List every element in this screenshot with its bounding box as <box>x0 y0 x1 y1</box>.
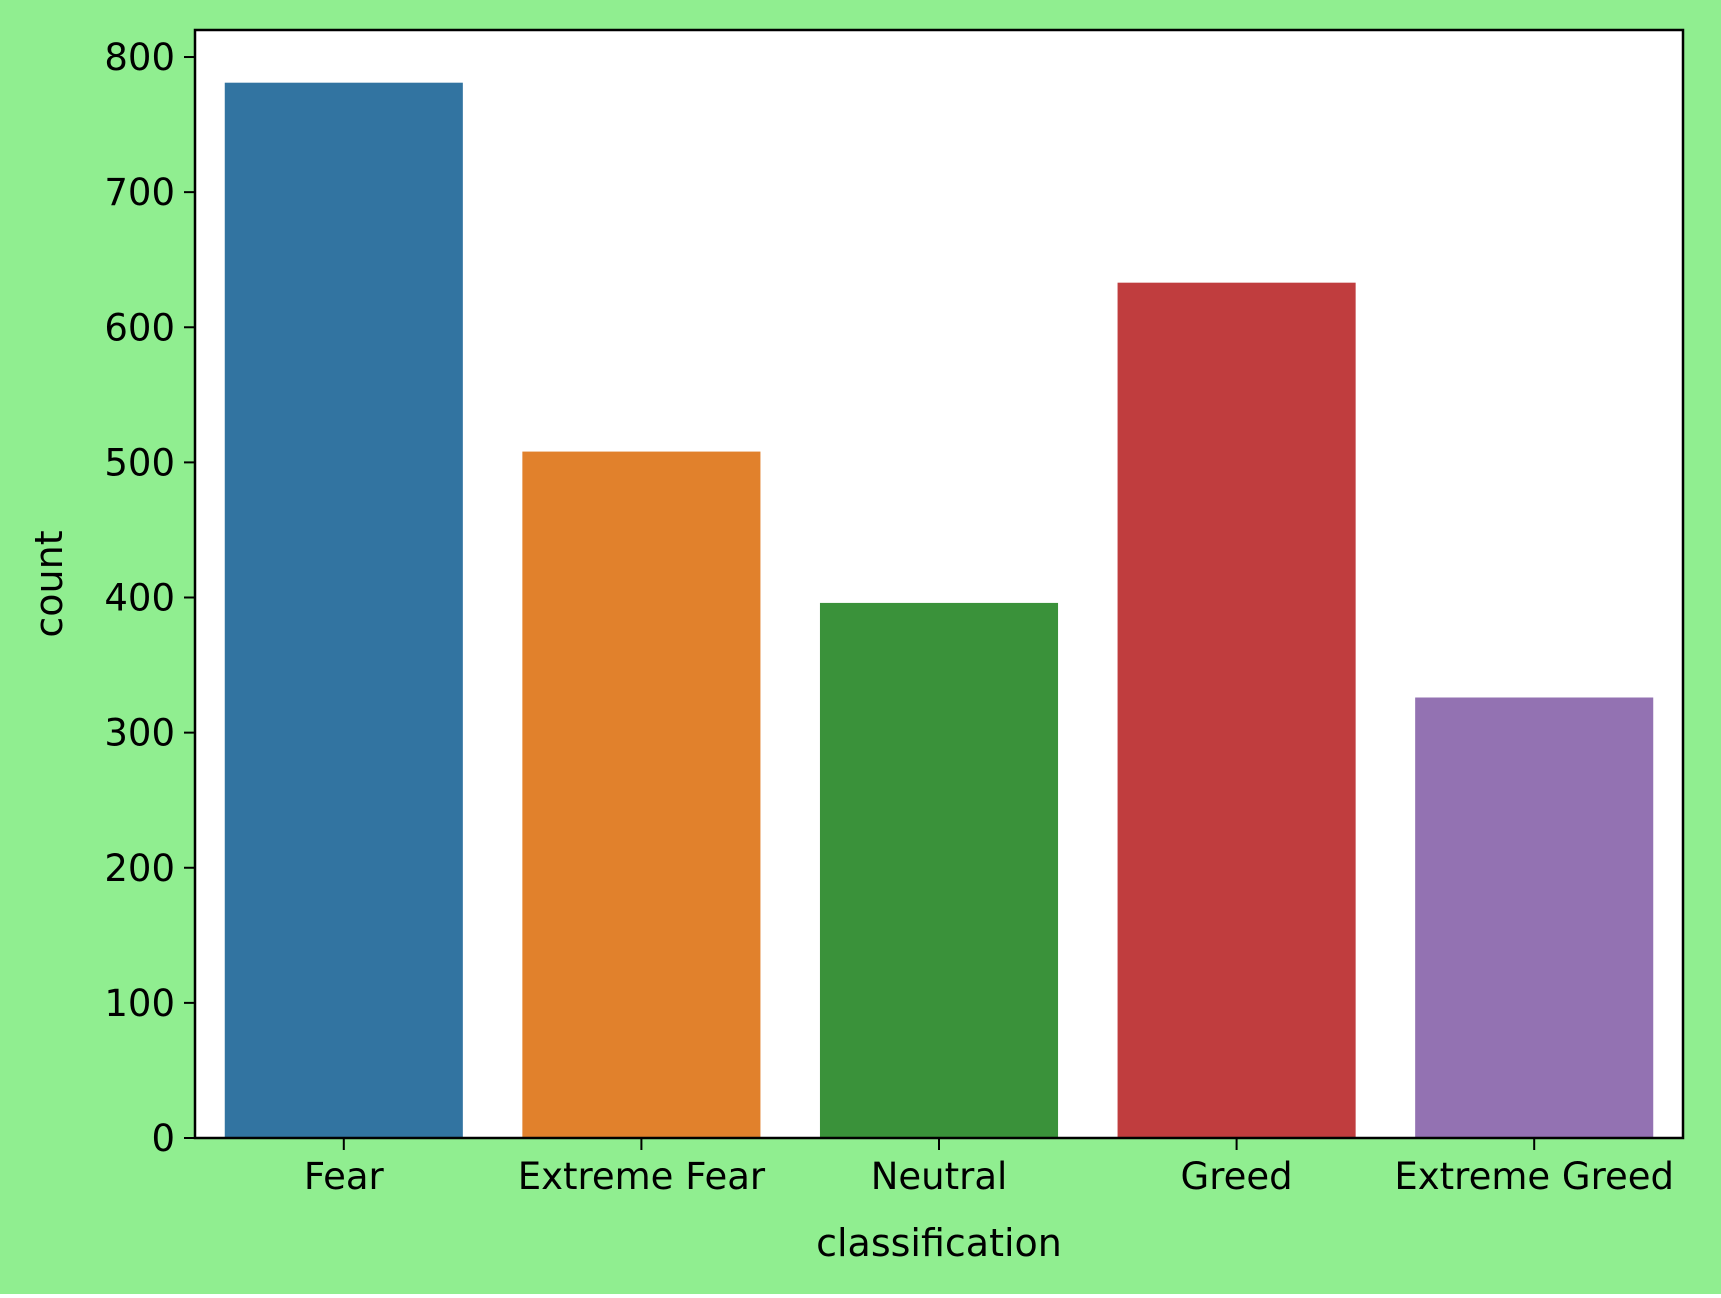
x-tick-label: Extreme Greed <box>1394 1155 1674 1198</box>
y-tick-label: 100 <box>104 982 175 1025</box>
x-tick-label: Greed <box>1181 1155 1293 1198</box>
y-axis-label: count <box>27 530 71 637</box>
bar-fear <box>224 82 463 1139</box>
x-tick-label: Extreme Fear <box>518 1155 766 1198</box>
y-tick-label: 600 <box>104 306 175 349</box>
bar-extreme-fear <box>522 451 761 1139</box>
bars-group <box>224 82 1654 1139</box>
y-tick-label: 300 <box>104 712 175 755</box>
y-tick-label: 500 <box>104 441 175 484</box>
y-tick-label: 0 <box>151 1117 175 1160</box>
x-axis-label: classification <box>816 1221 1062 1265</box>
bar-extreme-greed <box>1415 697 1654 1138</box>
x-tick-label: Fear <box>304 1155 385 1198</box>
bar-greed <box>1117 282 1356 1138</box>
x-tick-label: Neutral <box>871 1155 1008 1198</box>
y-tick-label: 700 <box>104 171 175 214</box>
x-axis-ticks: Fear Extreme Fear Neutral Greed Extreme Gree… <box>304 1138 1674 1198</box>
y-tick-label: 800 <box>104 36 175 79</box>
y-axis-ticks: 0 100 200 300 400 500 600 700 800 <box>104 36 195 1160</box>
plot-frame <box>193 28 1685 1140</box>
y-tick-label: 200 <box>104 847 175 890</box>
bar-neutral <box>819 602 1059 1138</box>
y-tick-label: 400 <box>104 577 175 620</box>
